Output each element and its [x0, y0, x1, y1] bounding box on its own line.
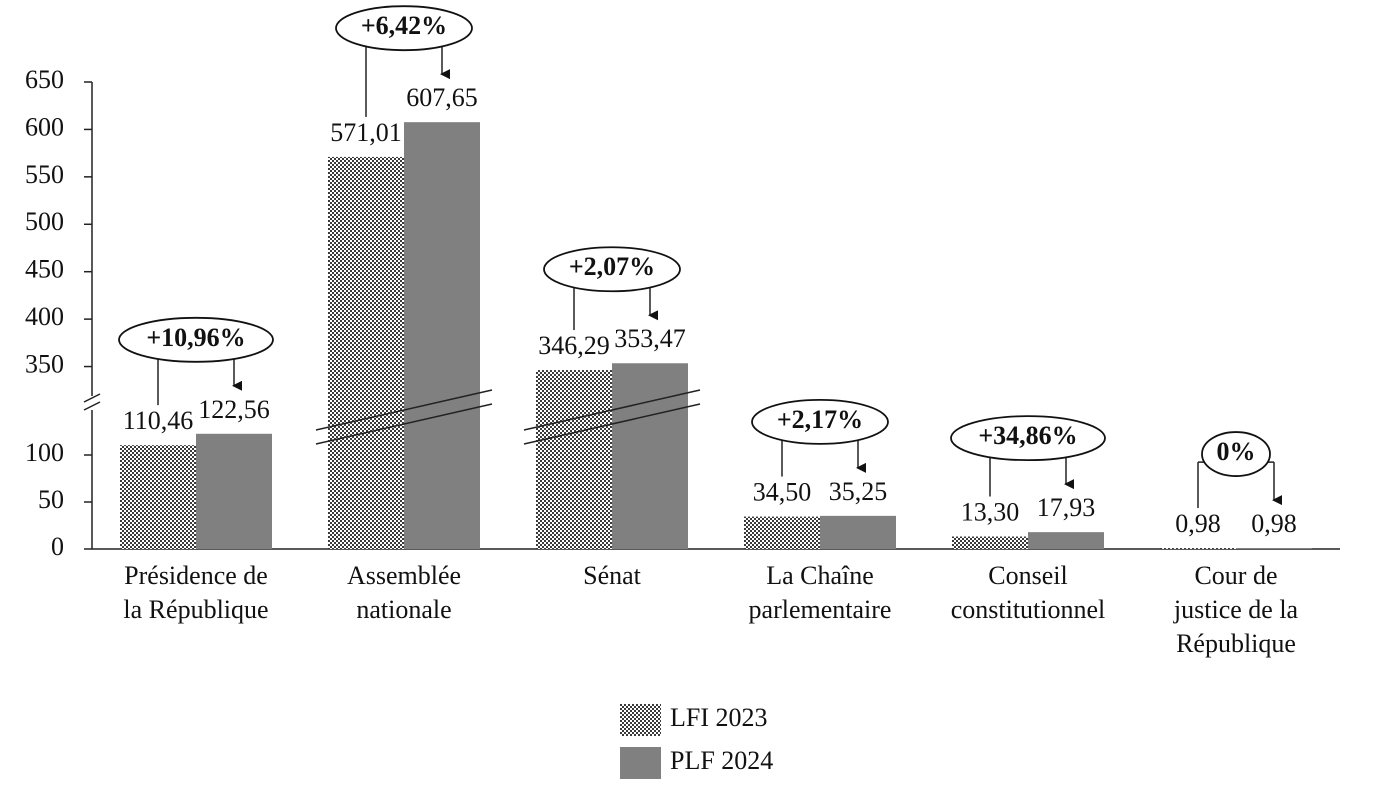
bar [328, 156, 404, 549]
value-label: 34,50 [753, 478, 812, 507]
legend-label: LFI 2023 [670, 703, 768, 732]
y-tick-label: 550 [25, 160, 64, 189]
y-tick-label: 400 [25, 302, 64, 331]
change-label: +2,07% [569, 252, 655, 281]
change-label: +2,17% [777, 405, 863, 434]
x-tick-label: justice de la [1173, 595, 1299, 624]
x-tick-label: Cour de [1194, 561, 1277, 590]
y-tick-label: 450 [25, 255, 64, 284]
change-label: +10,96% [146, 323, 245, 352]
y-tick-label: 600 [25, 112, 64, 141]
change-label: 0% [1217, 437, 1256, 466]
axis-break [83, 401, 101, 411]
change-label: +6,42% [361, 11, 447, 40]
value-label: 0,98 [1251, 509, 1297, 538]
y-tick-label: 50 [38, 485, 64, 514]
value-label: 571,01 [330, 118, 402, 147]
x-tick-label: parlementaire [749, 595, 892, 624]
legend-swatch [620, 704, 661, 736]
legend-swatch [620, 747, 661, 779]
bar [612, 363, 688, 549]
change-bubble [335, 5, 473, 52]
change-bubble [118, 316, 274, 363]
bar [744, 516, 820, 549]
x-tick-label: constitutionnel [951, 595, 1106, 624]
x-tick-label: nationale [356, 595, 451, 624]
x-tick-label: La Chaîne [766, 561, 874, 590]
value-label: 122,56 [198, 395, 270, 424]
bar [1160, 548, 1236, 549]
bar [536, 370, 612, 549]
x-tick-label: Présidence de [124, 561, 268, 590]
bar-break [315, 403, 493, 445]
y-tick-label: 100 [25, 438, 64, 467]
x-tick-label: Sénat [583, 561, 642, 590]
change-bubble [950, 415, 1106, 462]
change-bubble [543, 246, 681, 293]
change-label: +34,86% [978, 421, 1077, 450]
bar-break [523, 403, 701, 445]
y-tick-label: 350 [25, 350, 64, 379]
bar [196, 433, 272, 549]
y-tick-label: 500 [25, 207, 64, 236]
x-tick-label: Conseil [988, 561, 1067, 590]
value-label: 13,30 [961, 497, 1020, 526]
legend-label: PLF 2024 [670, 746, 773, 775]
x-tick-label: République [1176, 629, 1296, 658]
bar [404, 122, 480, 549]
value-label: 110,46 [123, 406, 194, 435]
value-label: 35,25 [829, 477, 888, 506]
value-label: 346,29 [538, 331, 610, 360]
x-tick-label: la République [123, 595, 268, 624]
bar [820, 515, 896, 549]
bar-break [523, 389, 701, 431]
bar [120, 445, 196, 549]
x-tick-label: Assemblée [347, 561, 461, 590]
change-bubble [751, 398, 889, 445]
bar [1028, 532, 1104, 549]
y-tick-label: 650 [25, 65, 64, 94]
axis-break [83, 393, 101, 403]
bar [952, 536, 1028, 549]
change-bubble [1201, 431, 1271, 477]
value-label: 607,65 [406, 83, 478, 112]
value-label: 0,98 [1175, 509, 1221, 538]
bar-break [315, 389, 493, 431]
y-tick-label: 0 [51, 532, 64, 561]
value-label: 17,93 [1037, 493, 1096, 522]
bar [1236, 548, 1312, 549]
value-label: 353,47 [614, 324, 686, 353]
